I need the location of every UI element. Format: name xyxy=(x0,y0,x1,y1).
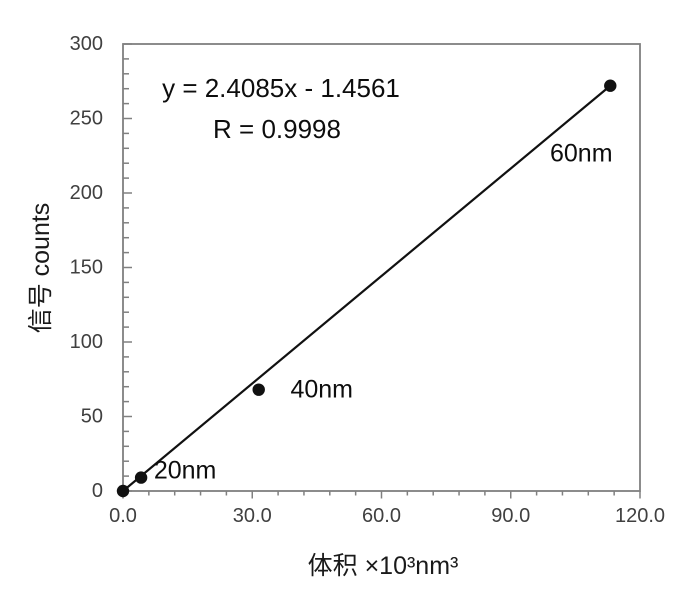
trendline xyxy=(122,84,611,492)
y-axis-tick-label: 200 xyxy=(70,182,103,204)
y-axis-tick-label: 250 xyxy=(70,108,103,130)
equation-text: y = 2.4085x - 1.4561 xyxy=(162,73,400,103)
data-point xyxy=(134,471,148,484)
y-axis-tick-label: 150 xyxy=(70,257,103,279)
y-axis-tick-label: 100 xyxy=(70,331,103,353)
plot-border xyxy=(122,43,641,492)
x-axis-tick-label: 90.0 xyxy=(491,505,530,527)
x-axis-tick-label: 0.0 xyxy=(109,505,137,527)
y-axis-tick-label: 0 xyxy=(92,480,103,502)
x-axis-title: 体积 ×10³nm³ xyxy=(308,552,459,580)
data-point-label: 20nm xyxy=(154,457,217,485)
y-axis-tick-label: 50 xyxy=(81,406,103,428)
data-point xyxy=(252,383,265,396)
x-axis-tick-label: 30.0 xyxy=(233,505,272,527)
r-value-text: R = 0.9998 xyxy=(213,114,341,144)
y-axis-tick-label: 300 xyxy=(70,33,103,55)
data-point-label: 40nm xyxy=(290,376,353,404)
y-axis-title: 信号 counts xyxy=(27,203,55,334)
data-point xyxy=(604,79,617,92)
data-point xyxy=(116,484,130,498)
x-axis-tick-label: 60.0 xyxy=(362,505,401,527)
data-point-label: 60nm xyxy=(550,140,613,168)
x-axis-tick-label: 120.0 xyxy=(615,505,665,527)
